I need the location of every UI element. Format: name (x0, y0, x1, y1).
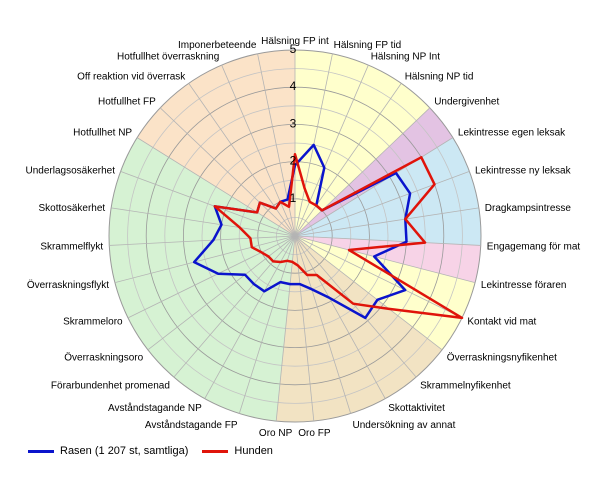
tick-label-4: 4 (290, 79, 297, 93)
grid-spoke-21 (127, 235, 296, 319)
series-layer (192, 143, 464, 320)
grid-spoke-23 (109, 235, 296, 246)
category-label-12: Skrammelnyfikenhet (420, 381, 511, 392)
grid-spoke-24 (111, 207, 296, 237)
category-label-19: Förarbundenhet promenad (51, 381, 170, 392)
tick-label-3: 3 (290, 116, 297, 130)
category-label-24: Skottosäkerhet (38, 203, 105, 214)
legend-label-rasen: Rasen (1 207 st, samtliga) (60, 445, 189, 457)
grid-spoke-8 (294, 235, 481, 246)
category-label-7: Dragkampsintresse (485, 203, 572, 214)
background-sector-0 (295, 50, 430, 236)
grid-spoke-29 (221, 64, 296, 237)
tick-label-1: 1 (290, 191, 297, 205)
tick-label-2: 2 (290, 154, 297, 168)
grid-spoke-27 (159, 107, 296, 237)
grid-spoke-25 (120, 171, 296, 237)
grid-spoke-19 (173, 235, 296, 378)
category-label-22: Överraskningsflykt (27, 279, 109, 291)
category-label-18: Avståndstagande NP (108, 402, 202, 414)
category-label-25: Underlagsosäkerhet (26, 165, 116, 176)
category-label-30: Imponerbeteende (178, 40, 257, 51)
grid-spoke-17 (238, 235, 296, 414)
tick-label-5: 5 (290, 42, 297, 56)
legend: Rasen (1 207 st, samtliga) Hunden (28, 445, 287, 457)
category-label-21: Skrammeloro (63, 317, 123, 328)
category-label-29: Hotfullhet överraskning (117, 52, 219, 63)
category-label-10: Kontakt vid mat (467, 317, 536, 328)
category-label-16: Oro NP (259, 428, 293, 439)
grid-spoke-6 (294, 171, 470, 237)
category-label-15: Oro FP (298, 428, 331, 439)
category-label-28: Off reaktion vid överrask (77, 71, 186, 82)
grid-spoke-12 (294, 235, 417, 378)
category-label-4: Undergivenhet (434, 97, 499, 108)
series-line-1 (213, 152, 464, 320)
grid-spoke-22 (114, 235, 296, 284)
category-label-23: Skrammelflykt (40, 242, 103, 253)
category-label-11: Överraskningsnyfikenhet (447, 352, 557, 364)
grid-spoke-26 (136, 137, 296, 237)
category-label-1: Hälsning FP tid (334, 40, 402, 51)
category-label-9: Lekintresse föraren (481, 280, 567, 291)
background-sector-5 (276, 236, 443, 422)
grid-spoke-2 (294, 64, 369, 237)
grid-spoke-14 (294, 235, 352, 414)
grid-spoke-5 (294, 137, 454, 237)
grid-spoke-20 (147, 235, 296, 351)
legend-item-hunden: Hunden (202, 445, 273, 457)
grid-spoke-4 (294, 107, 431, 237)
legend-swatch-hunden (202, 449, 229, 453)
category-label-0: Hälsning FP int (261, 36, 329, 47)
category-label-14: Undersökning av annat (353, 420, 456, 431)
grid-spoke-11 (294, 235, 443, 351)
grid-spoke-28 (188, 83, 296, 237)
category-label-8: Engagemang för mat (487, 242, 581, 253)
category-label-2: Hälsning NP Int (371, 52, 441, 63)
category-label-27: Hotfullhet FP (98, 97, 156, 108)
background-sector-4 (295, 236, 476, 350)
grid-spoke-10 (294, 235, 463, 319)
category-label-17: Avståndstagande FP (145, 419, 238, 431)
category-label-26: Hotfullhet NP (73, 127, 132, 138)
category-label-13: Skottaktivitet (388, 403, 445, 414)
category-label-5: Lekintresse egen leksak (458, 127, 566, 138)
legend-item-rasen: Rasen (1 207 st, samtliga) (28, 445, 188, 457)
grid-spoke-9 (294, 235, 476, 284)
legend-label-hunden: Hunden (234, 445, 273, 457)
grid-spoke-16 (275, 235, 296, 422)
background-sector-6 (109, 137, 295, 422)
grid-spoke-3 (294, 83, 402, 237)
category-label-3: Hälsning NP tid (405, 71, 474, 82)
category-label-20: Överraskningsoro (64, 352, 143, 364)
background-sector-7 (137, 50, 295, 236)
category-label-6: Lekintresse ny leksak (475, 165, 572, 176)
grid-spoke-13 (294, 235, 386, 399)
radial-tick-labels: 1 2 3 4 5 (290, 42, 297, 205)
grid-spoke-7 (294, 207, 479, 237)
legend-swatch-rasen (28, 449, 54, 453)
